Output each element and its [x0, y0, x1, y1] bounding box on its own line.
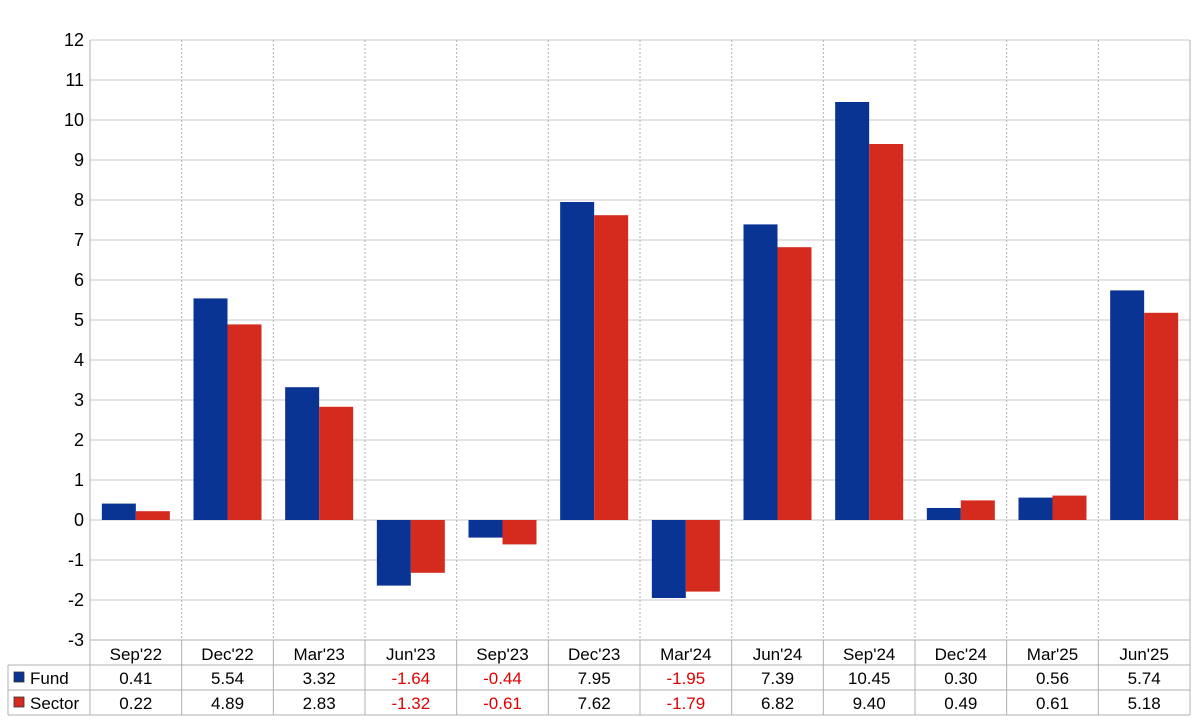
bar-sector-10	[1052, 495, 1087, 520]
bar-fund-8	[835, 102, 870, 520]
data-label-sector: -0.61	[483, 694, 522, 713]
legend-swatch-fund	[13, 671, 25, 683]
data-label-fund: 7.95	[578, 669, 611, 688]
y-tick-label: 10	[64, 110, 84, 130]
bar-sector-2	[319, 406, 354, 520]
data-label-fund: 7.39	[761, 669, 794, 688]
y-tick-label: 5	[74, 310, 84, 330]
data-label-fund: 0.41	[119, 669, 152, 688]
data-label-sector: 7.62	[578, 694, 611, 713]
gridlines	[89, 39, 1191, 641]
data-label-fund: 3.32	[303, 669, 336, 688]
data-label-sector: 4.89	[211, 694, 244, 713]
data-label-fund: 5.54	[211, 669, 244, 688]
data-label-sector: 5.18	[1128, 694, 1161, 713]
x-tick-label: Mar'24	[660, 645, 711, 664]
y-tick-label: 9	[74, 150, 84, 170]
data-label-fund: -1.95	[666, 669, 705, 688]
data-label-sector: 2.83	[303, 694, 336, 713]
x-tick-label: Dec'22	[201, 645, 253, 664]
y-tick-label: -1	[68, 550, 84, 570]
y-tick-label: 7	[74, 230, 84, 250]
data-label-fund: -1.64	[391, 669, 430, 688]
y-tick-label: 0	[74, 510, 84, 530]
bar-fund-11	[1110, 290, 1145, 520]
x-tick-label: Dec'24	[935, 645, 987, 664]
bar-fund-0	[101, 503, 136, 520]
legend-label-fund: Fund	[30, 669, 69, 688]
x-tick-label: Jun'24	[753, 645, 803, 664]
data-label-fund: -0.44	[483, 669, 522, 688]
bar-fund-10	[1018, 497, 1053, 520]
bar-sector-6	[685, 520, 720, 592]
y-tick-label: -2	[68, 590, 84, 610]
bar-fund-7	[743, 224, 778, 520]
legend-swatch-sector	[13, 696, 25, 708]
x-tick-label: Mar'23	[293, 645, 344, 664]
data-label-sector: 6.82	[761, 694, 794, 713]
y-tick-label: 11	[65, 70, 84, 90]
data-label-sector: 0.61	[1036, 694, 1069, 713]
bar-sector-5	[594, 215, 629, 520]
x-tick-label: Sep'23	[476, 645, 528, 664]
bar-sector-3	[410, 520, 445, 573]
bar-fund-6	[651, 520, 686, 598]
data-label-fund: 0.56	[1036, 669, 1069, 688]
y-tick-label: 1	[74, 470, 84, 490]
y-tick-label: 4	[74, 350, 84, 370]
bar-fund-2	[285, 387, 320, 520]
data-label-sector: 0.22	[119, 694, 152, 713]
data-label-sector: 9.40	[853, 694, 886, 713]
bar-sector-1	[227, 324, 262, 520]
bar-sector-11	[1144, 312, 1179, 520]
x-tick-label: Sep'22	[110, 645, 162, 664]
bar-fund-5	[560, 202, 595, 520]
data-label-sector: -1.32	[391, 694, 430, 713]
x-tick-label: Dec'23	[568, 645, 620, 664]
bar-fund-3	[376, 520, 411, 586]
y-tick-label: -3	[68, 630, 84, 650]
data-table: Sep'22 Dec'22 Mar'23 Jun'23 Sep'23 Dec'23 Mar'…	[7, 639, 1191, 716]
data-label-fund: 0.30	[944, 669, 977, 688]
data-label-sector: -1.79	[666, 694, 705, 713]
y-tick-label: 3	[74, 390, 84, 410]
y-tick-label: 6	[74, 270, 84, 290]
data-label-fund: 10.45	[848, 669, 891, 688]
bars	[101, 102, 1179, 598]
bar-sector-0	[135, 511, 170, 520]
bar-fund-9	[926, 508, 961, 520]
bar-sector-9	[960, 500, 995, 520]
x-tick-label: Jun'23	[386, 645, 436, 664]
x-tick-label: Sep'24	[843, 645, 895, 664]
x-tick-label: Mar'25	[1027, 645, 1078, 664]
y-tick-label: 2	[74, 430, 84, 450]
data-label-sector: 0.49	[944, 694, 977, 713]
data-label-fund: 5.74	[1128, 669, 1161, 688]
bar-fund-1	[193, 298, 228, 520]
y-tick-label: 8	[74, 190, 84, 210]
legend-label-sector: Sector	[30, 694, 79, 713]
y-tick-label: 12	[64, 30, 84, 50]
bar-fund-4	[468, 520, 503, 538]
bar-sector-8	[869, 144, 904, 520]
bar-sector-4	[502, 520, 537, 545]
bar-sector-7	[777, 247, 812, 520]
x-tick-label: Jun'25	[1119, 645, 1169, 664]
